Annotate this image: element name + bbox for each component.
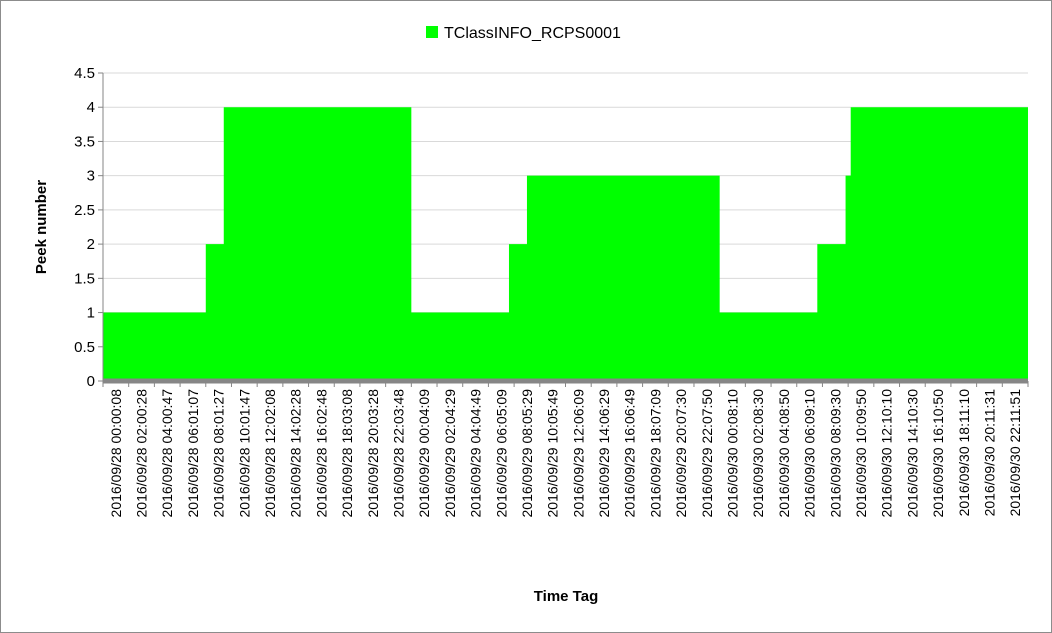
legend-label: TClassINFO_RCPS0001 (444, 25, 621, 42)
legend-swatch (426, 26, 438, 38)
x-tick-label: 2016/09/30 16:10:50 (930, 389, 946, 518)
x-tick-label: 2016/09/29 14:06:29 (596, 389, 612, 518)
y-tick-labels: 0 0.5 1 1.5 2 2.5 3 3.5 4 4.5 (74, 65, 95, 390)
x-tick-label: 2016/09/28 00:00:08 (108, 389, 124, 518)
x-tick-label: 2016/09/30 18:11:10 (956, 389, 972, 517)
y-axis-title: Peek number (33, 180, 50, 274)
x-tick-label: 2016/09/28 20:03:28 (365, 389, 381, 518)
x-tick-label: 2016/09/29 08:05:29 (519, 389, 535, 518)
x-tick-label: 2016/09/28 16:02:48 (313, 389, 329, 518)
y-tick-label: 4 (87, 99, 95, 116)
x-tick-label: 2016/09/30 04:08:50 (776, 389, 792, 518)
y-tick-label: 1.5 (74, 270, 95, 287)
y-tick-label: 1 (87, 305, 95, 322)
x-axis-title: Time Tag (534, 588, 598, 605)
y-tick-label: 3 (87, 168, 95, 185)
x-tick-label: 2016/09/30 02:08:30 (750, 389, 766, 518)
x-tick-label: 2016/09/28 10:01:47 (236, 389, 252, 518)
x-tick-label: 2016/09/30 14:10:30 (904, 389, 920, 518)
x-tick-label: 2016/09/29 04:04:49 (468, 389, 484, 518)
x-tick-label: 2016/09/30 20:11:31 (981, 389, 997, 517)
plot-area (103, 107, 1028, 381)
x-tick-label: 2016/09/30 08:09:30 (827, 389, 843, 518)
x-tick-label: 2016/09/29 22:07:50 (699, 389, 715, 518)
legend: TClassINFO_RCPS0001 (426, 25, 621, 42)
x-tick-label: 2016/09/28 04:00:47 (159, 389, 175, 518)
x-tick-label: 2016/09/29 20:07:30 (673, 389, 689, 518)
x-tick-label: 2016/09/28 22:03:48 (390, 389, 406, 518)
axes (98, 72, 1029, 387)
x-tick-label: 2016/09/29 12:06:09 (570, 389, 586, 518)
x-tick-labels: 2016/09/28 00:00:08 2016/09/28 02:00:28 20… (108, 389, 1023, 518)
x-tick-label: 2016/09/30 12:10:10 (879, 389, 895, 518)
x-tick-label: 2016/09/29 06:05:09 (493, 389, 509, 518)
y-tick-label: 3.5 (74, 133, 95, 150)
x-tick-label: 2016/09/29 02:04:29 (442, 389, 458, 518)
y-tick-label: 4.5 (74, 65, 95, 82)
y-tick-label: 0.5 (74, 339, 95, 356)
x-tick-label: 2016/09/29 18:07:09 (647, 389, 663, 518)
x-tick-label: 2016/09/28 18:03:08 (339, 389, 355, 518)
x-tick-label: 2016/09/29 10:05:49 (545, 389, 561, 518)
x-tick-label: 2016/09/28 14:02:28 (288, 389, 304, 518)
x-tick-label: 2016/09/30 22:11:51 (1007, 389, 1023, 517)
x-tick-label: 2016/09/30 06:09:10 (802, 389, 818, 518)
x-tick-label: 2016/09/28 12:02:08 (262, 389, 278, 518)
x-tick-label: 2016/09/30 10:09:50 (853, 389, 869, 518)
x-tick-label: 2016/09/28 06:01:07 (185, 389, 201, 518)
x-tick-label: 2016/09/30 00:08:10 (725, 389, 741, 518)
x-tick-label: 2016/09/29 16:06:49 (622, 389, 638, 518)
x-tick-label: 2016/09/29 00:04:09 (416, 389, 432, 518)
y-tick-label: 0 (87, 373, 95, 390)
x-tick-label: 2016/09/28 08:01:27 (211, 389, 227, 518)
y-tick-label: 2 (87, 236, 95, 253)
y-tick-label: 2.5 (74, 202, 95, 219)
x-tick-label: 2016/09/28 02:00:28 (134, 389, 150, 518)
series-area (103, 107, 1028, 381)
